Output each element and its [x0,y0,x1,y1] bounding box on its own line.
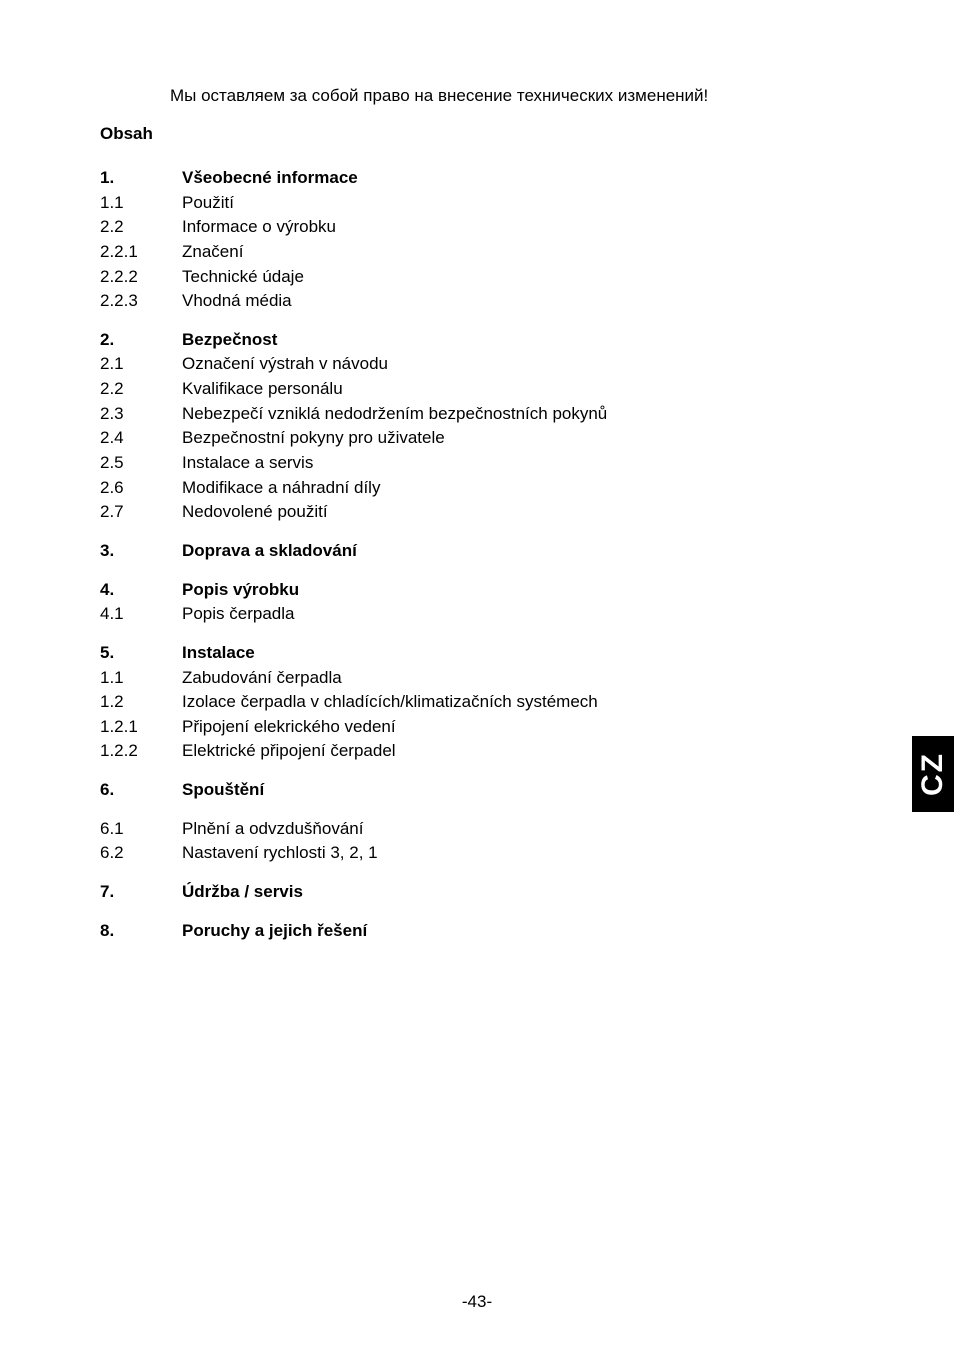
toc-row: 2.3Nebezpečí vzniklá nedodržením bezpečn… [100,402,854,427]
toc-number: 6.1 [100,817,182,842]
toc-number: 2.2.3 [100,289,182,314]
toc-block: 8.Poruchy a jejich řešení [100,919,854,944]
toc-number: 2. [100,328,182,353]
toc-row: 4.1Popis čerpadla [100,602,854,627]
toc-number: 2.2.1 [100,240,182,265]
toc-row: 1.1Použití [100,191,854,216]
toc-number: 1. [100,166,182,191]
table-of-contents: 1.Všeobecné informace1.1Použití2.2Inform… [100,166,854,943]
toc-row: 6.1Plnění a odvzdušňování [100,817,854,842]
toc-text: Technické údaje [182,265,304,290]
toc-text: Kvalifikace personálu [182,377,343,402]
toc-text: Poruchy a jejich řešení [182,919,367,944]
toc-row: 2.6Modifikace a náhradní díly [100,476,854,501]
toc-number: 8. [100,919,182,944]
toc-text: Použití [182,191,234,216]
toc-row: 8.Poruchy a jejich řešení [100,919,854,944]
toc-row: 2.2.3Vhodná média [100,289,854,314]
toc-row: 2.5Instalace a servis [100,451,854,476]
toc-row: 2.2.1Značení [100,240,854,265]
toc-row: 2.2Kvalifikace personálu [100,377,854,402]
toc-row: 1.Všeobecné informace [100,166,854,191]
toc-number: 3. [100,539,182,564]
toc-row: 4.Popis výrobku [100,578,854,603]
toc-text: Instalace a servis [182,451,313,476]
toc-text: Elektrické připojení čerpadel [182,739,396,764]
toc-row: 2.2Informace o výrobku [100,215,854,240]
toc-row: 7.Údržba / servis [100,880,854,905]
toc-number: 1.1 [100,666,182,691]
toc-text: Údržba / servis [182,880,303,905]
toc-text: Plnění a odvzdušňování [182,817,363,842]
toc-text: Všeobecné informace [182,166,358,191]
toc-block: 7.Údržba / servis [100,880,854,905]
toc-row: 1.1Zabudování čerpadla [100,666,854,691]
toc-text: Bezpečnost [182,328,277,353]
toc-number: 2.5 [100,451,182,476]
toc-text: Spouštění [182,778,264,803]
language-tab: CZ [912,736,954,812]
toc-row: 3.Doprava a skladování [100,539,854,564]
toc-row: 2.2.2Technické údaje [100,265,854,290]
toc-text: Připojení elekrického vedení [182,715,396,740]
toc-number: 7. [100,880,182,905]
toc-block: 6.Spouštění [100,778,854,803]
toc-text: Zabudování čerpadla [182,666,342,691]
toc-text: Izolace čerpadla v chladících/klimatizač… [182,690,598,715]
toc-text: Instalace [182,641,255,666]
toc-text: Modifikace a náhradní díly [182,476,380,501]
toc-number: 2.2 [100,377,182,402]
page-number: -43- [0,1292,954,1312]
toc-number: 4. [100,578,182,603]
toc-text: Nebezpečí vzniklá nedodržením bezpečnost… [182,402,607,427]
toc-block: 1.Všeobecné informace1.1Použití2.2Inform… [100,166,854,314]
toc-number: 2.1 [100,352,182,377]
toc-number: 2.7 [100,500,182,525]
toc-number: 2.2.2 [100,265,182,290]
toc-text: Popis čerpadla [182,602,294,627]
toc-row: 1.2Izolace čerpadla v chladících/klimati… [100,690,854,715]
toc-text: Informace o výrobku [182,215,336,240]
toc-number: 1.2.2 [100,739,182,764]
toc-text: Značení [182,240,243,265]
toc-number: 1.2.1 [100,715,182,740]
toc-text: Nedovolené použití [182,500,328,525]
toc-row: 6.2Nastavení rychlosti 3, 2, 1 [100,841,854,866]
toc-number: 2.6 [100,476,182,501]
toc-number: 1.1 [100,191,182,216]
toc-row: 5.Instalace [100,641,854,666]
toc-block: 5.Instalace1.1Zabudování čerpadla1.2Izol… [100,641,854,764]
toc-number: 2.3 [100,402,182,427]
toc-block: 4.Popis výrobku4.1Popis čerpadla [100,578,854,627]
toc-block: 2.Bezpečnost2.1Označení výstrah v návodu… [100,328,854,525]
toc-block: 3.Doprava a skladování [100,539,854,564]
toc-row: 2.4Bezpečnostní pokyny pro uživatele [100,426,854,451]
toc-text: Bezpečnostní pokyny pro uživatele [182,426,445,451]
toc-row: 2.7Nedovolené použití [100,500,854,525]
top-note: Мы оставляем за собой право на внесение … [170,86,854,106]
toc-text: Vhodná média [182,289,292,314]
toc-row: 6.Spouštění [100,778,854,803]
toc-text: Popis výrobku [182,578,299,603]
toc-row: 1.2.1Připojení elekrického vedení [100,715,854,740]
toc-number: 6. [100,778,182,803]
toc-number: 6.2 [100,841,182,866]
toc-row: 2.Bezpečnost [100,328,854,353]
toc-number: 4.1 [100,602,182,627]
toc-text: Nastavení rychlosti 3, 2, 1 [182,841,378,866]
toc-row: 2.1Označení výstrah v návodu [100,352,854,377]
toc-text: Doprava a skladování [182,539,357,564]
toc-row: 1.2.2Elektrické připojení čerpadel [100,739,854,764]
toc-number: 1.2 [100,690,182,715]
page: Мы оставляем за собой право на внесение … [0,0,954,1354]
toc-number: 2.4 [100,426,182,451]
toc-number: 2.2 [100,215,182,240]
obsah-heading: Obsah [100,124,854,144]
toc-block: 6.1Plnění a odvzdušňování6.2Nastavení ry… [100,817,854,866]
toc-text: Označení výstrah v návodu [182,352,388,377]
toc-number: 5. [100,641,182,666]
